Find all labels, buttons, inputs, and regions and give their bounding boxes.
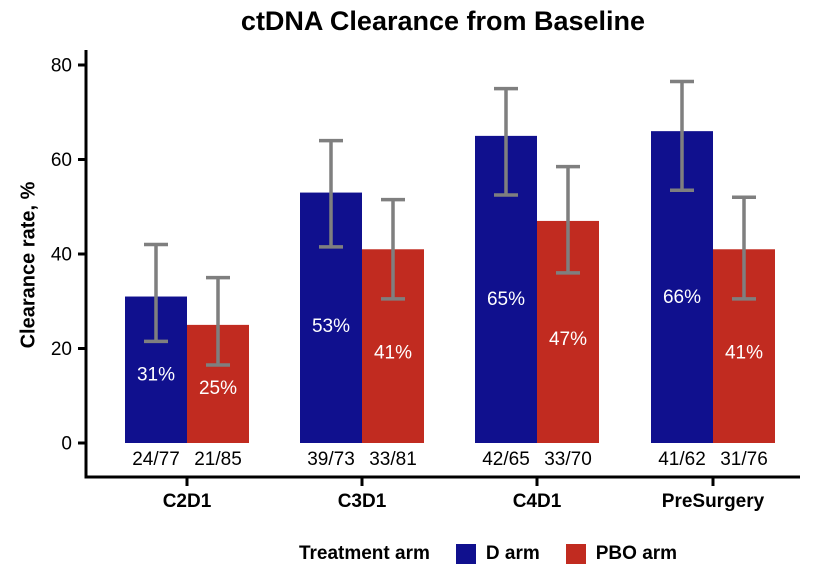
bar-fraction-label: 33/70 (544, 449, 592, 470)
y-tick-label: 40 (51, 245, 72, 266)
bar-percent-label: 41% (725, 342, 763, 363)
pbo-arm-swatch-icon (565, 544, 586, 564)
y-tick-label: 80 (51, 56, 72, 77)
bar-percent-label: 31% (137, 365, 175, 386)
legend-item-pbo-arm: PBO arm (565, 543, 678, 565)
x-tick-label: C2D1 (163, 491, 212, 512)
bar-fraction-label: 41/62 (658, 449, 706, 470)
bar-percent-label: 47% (549, 329, 587, 350)
y-tick-label: 0 (61, 434, 72, 455)
legend-item-label: PBO arm (595, 543, 678, 564)
legend-item-label: D arm (485, 543, 540, 564)
legend-item-d-arm: D arm (455, 543, 540, 565)
bar-percent-label: 25% (199, 378, 237, 399)
axis-lines (84, 50, 800, 479)
x-tick-label: C3D1 (338, 491, 387, 512)
bar-fraction-label: 33/81 (369, 449, 417, 470)
y-axis-title: Clearance rate, % (17, 181, 40, 349)
bar-percent-label: 53% (312, 316, 350, 337)
x-tick-label: C4D1 (513, 491, 562, 512)
y-tick-label: 60 (51, 150, 72, 171)
d-arm-swatch-icon (455, 544, 476, 564)
chart-title: ctDNA Clearance from Baseline (240, 6, 646, 36)
x-tick-label: PreSurgery (662, 491, 765, 512)
bar-fraction-label: 24/77 (132, 449, 180, 470)
bar-percent-label: 65% (487, 289, 525, 310)
bar-fraction-label: 31/76 (720, 449, 768, 470)
bar-fraction-label: 39/73 (307, 449, 355, 470)
bar-percent-label: 41% (374, 342, 412, 363)
y-tick-label: 20 (51, 339, 72, 360)
legend-title: Treatment arm (298, 543, 430, 564)
bar-fraction-label: 21/85 (194, 449, 242, 470)
bar-fraction-label: 42/65 (482, 449, 530, 470)
bar-percent-label: 66% (663, 287, 701, 308)
legend: Treatment arm D arm PBO arm (131, 543, 831, 565)
